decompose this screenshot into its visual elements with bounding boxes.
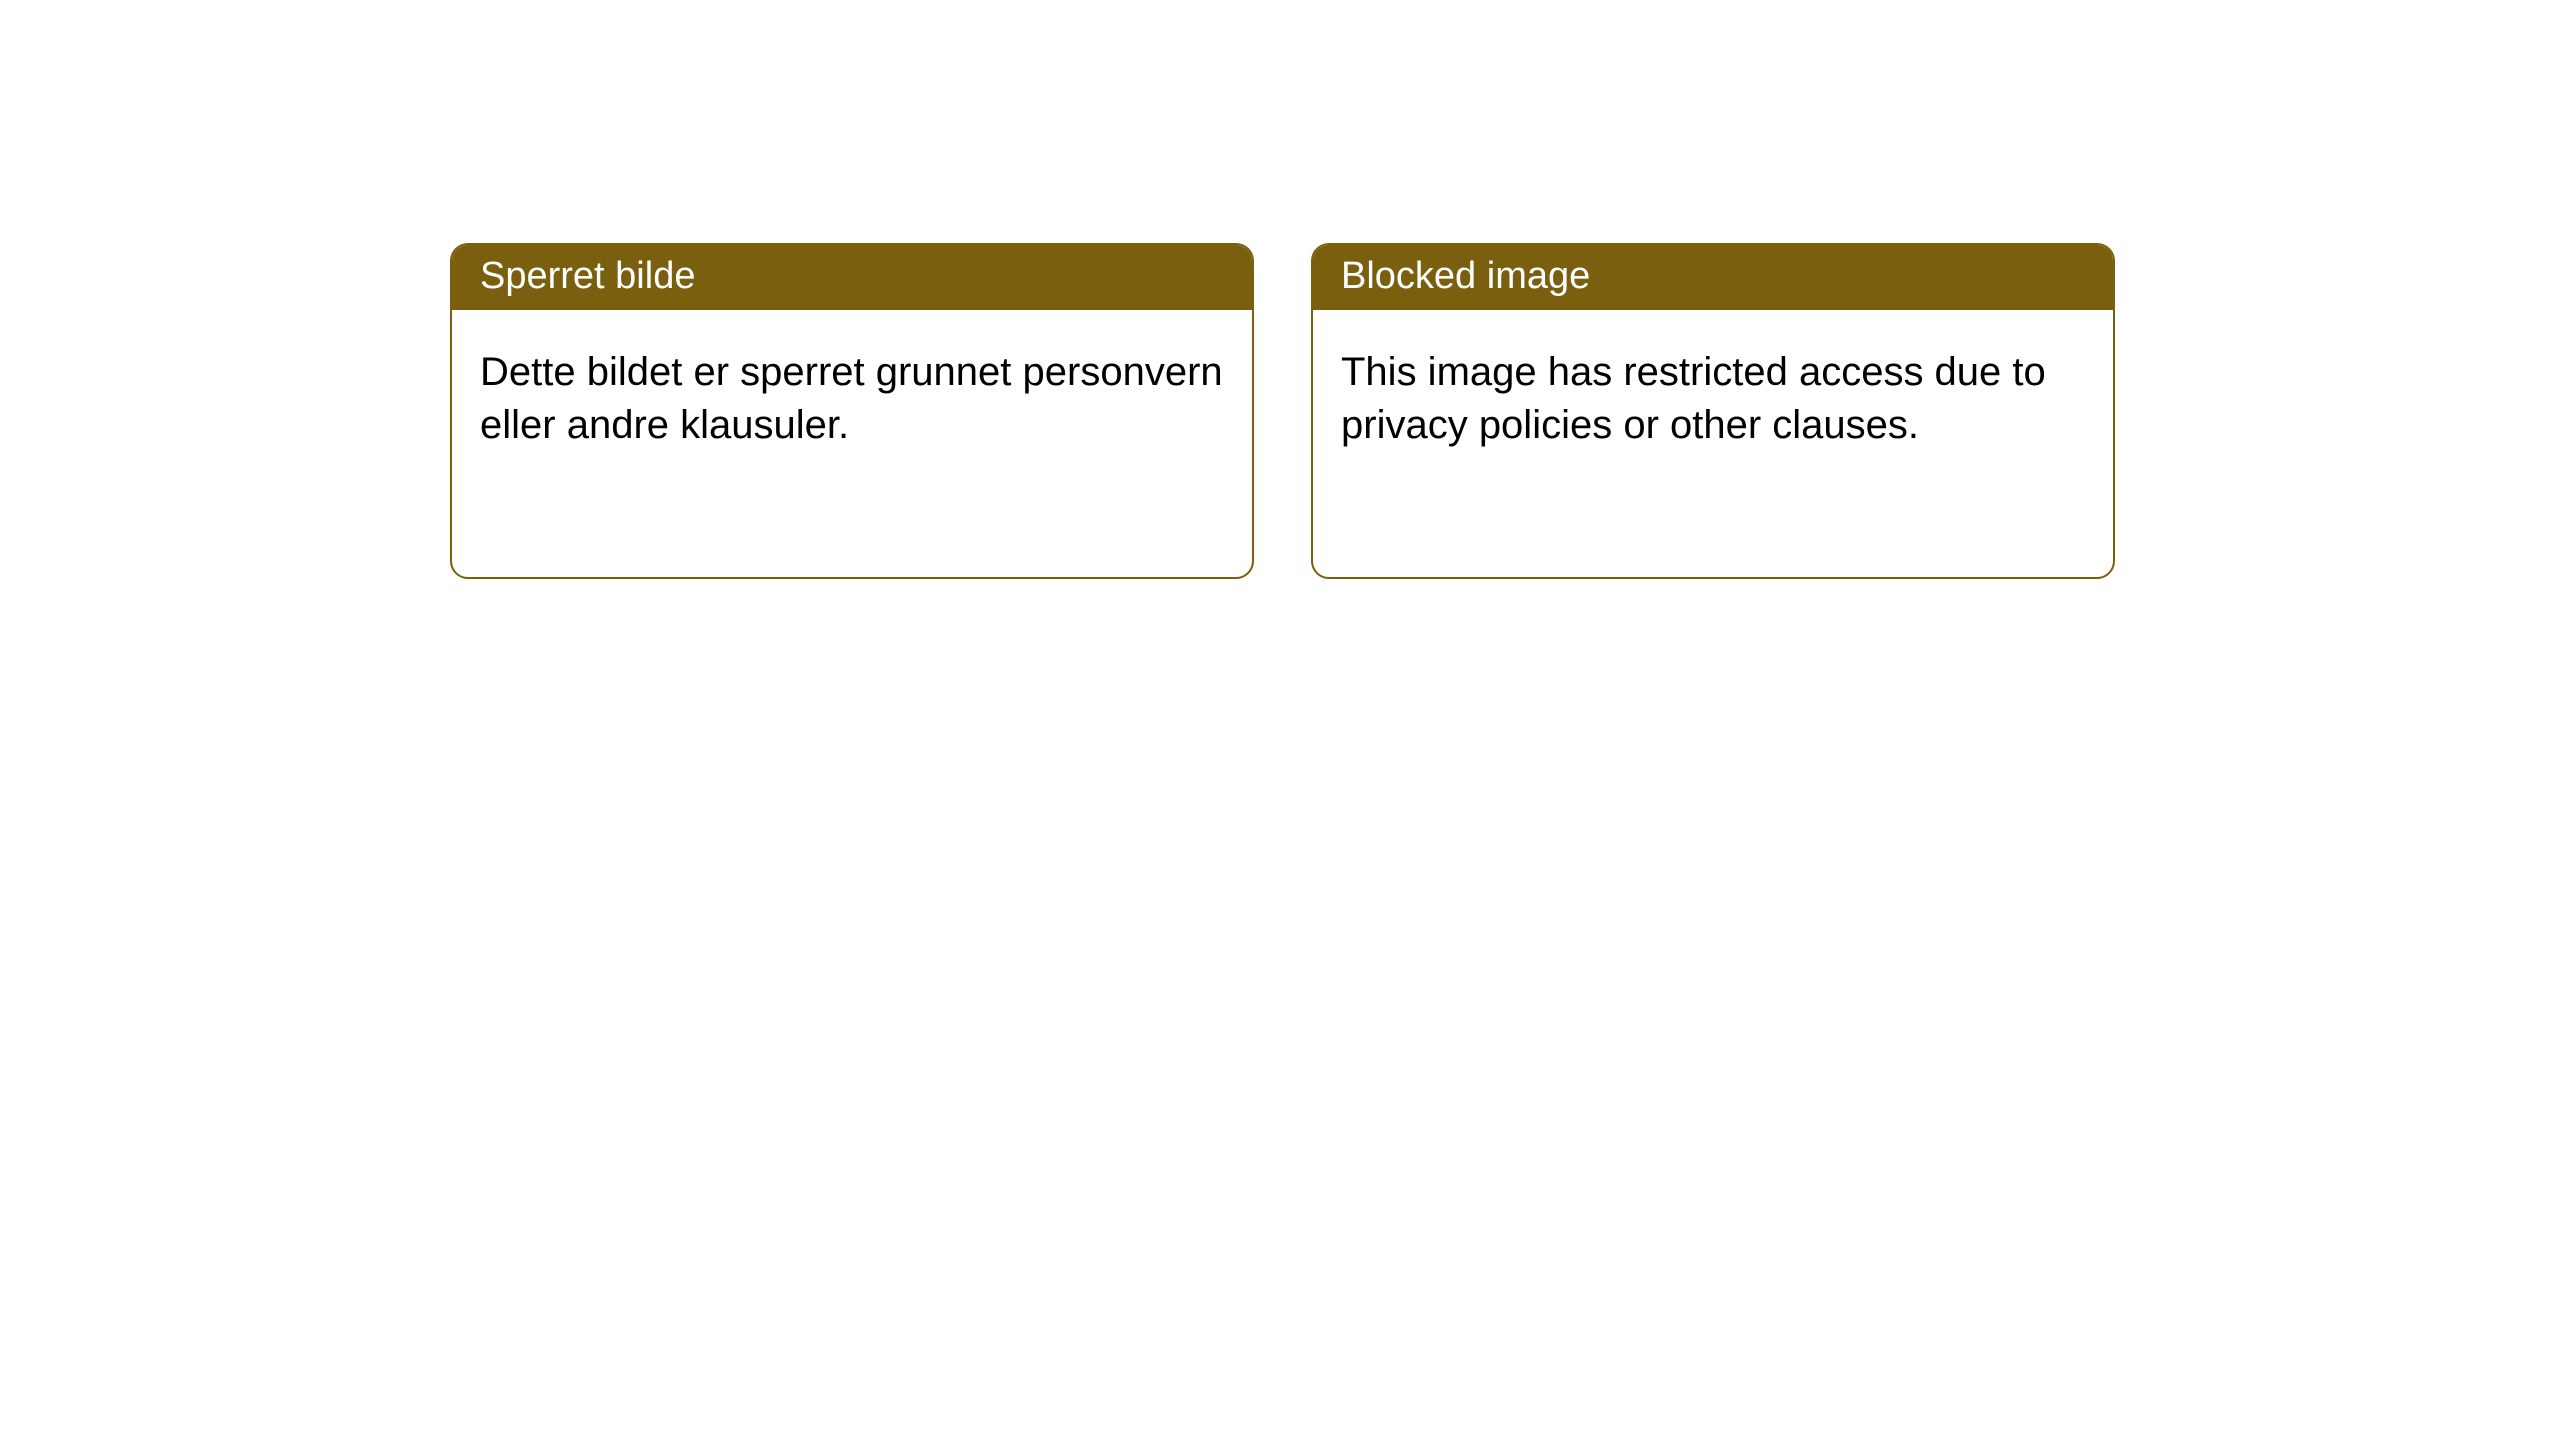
card-body-text: Dette bildet er sperret grunnet personve… [480,350,1223,447]
card-body: This image has restricted access due to … [1313,310,2113,480]
card-body: Dette bildet er sperret grunnet personve… [452,310,1252,480]
card-title: Sperret bilde [480,255,695,297]
card-header: Sperret bilde [452,245,1252,310]
card-header: Blocked image [1313,245,2113,310]
blocked-image-card-en: Blocked image This image has restricted … [1311,243,2115,579]
blocked-image-card-no: Sperret bilde Dette bildet er sperret gr… [450,243,1254,579]
card-title: Blocked image [1341,255,1590,297]
notice-container: Sperret bilde Dette bildet er sperret gr… [0,0,2560,579]
card-body-text: This image has restricted access due to … [1341,350,2046,447]
